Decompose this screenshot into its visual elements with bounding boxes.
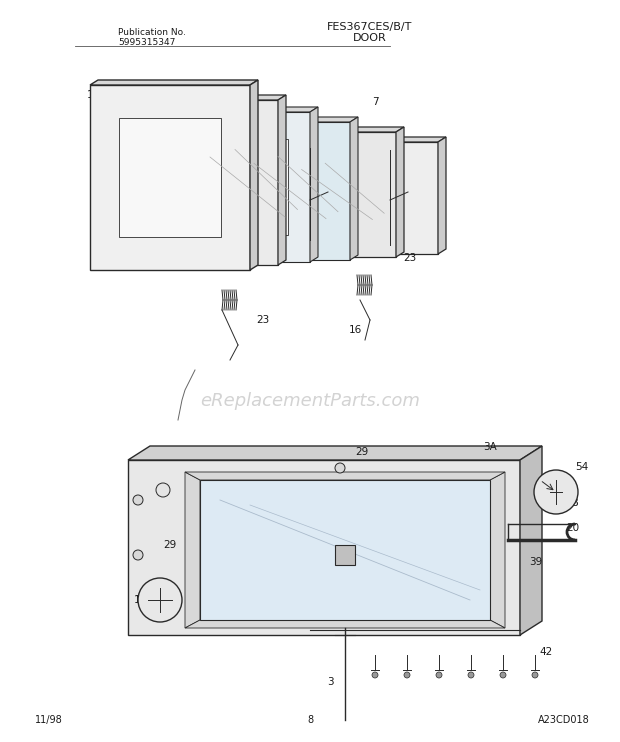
Text: 8: 8	[307, 715, 313, 725]
Circle shape	[335, 463, 345, 473]
Text: 20: 20	[567, 523, 580, 533]
Polygon shape	[328, 142, 438, 254]
Polygon shape	[520, 446, 542, 635]
Text: 23: 23	[257, 315, 270, 325]
Polygon shape	[208, 139, 288, 235]
Polygon shape	[185, 620, 505, 628]
Polygon shape	[163, 130, 253, 235]
Polygon shape	[128, 460, 520, 635]
Polygon shape	[200, 480, 490, 620]
Text: 31: 31	[221, 83, 234, 93]
Text: 9: 9	[160, 83, 166, 93]
Polygon shape	[90, 80, 258, 85]
Text: 29: 29	[164, 540, 177, 550]
Polygon shape	[328, 137, 446, 142]
Polygon shape	[230, 117, 358, 122]
Circle shape	[534, 470, 578, 514]
Text: 9: 9	[485, 523, 491, 533]
Text: 23: 23	[404, 253, 417, 263]
Text: A23CD018: A23CD018	[538, 715, 590, 725]
Circle shape	[500, 672, 506, 678]
Circle shape	[133, 550, 143, 560]
Polygon shape	[490, 472, 505, 628]
Text: 3B: 3B	[565, 498, 579, 508]
Text: 42: 42	[539, 647, 552, 657]
Text: 17: 17	[386, 187, 400, 197]
Text: 12: 12	[86, 90, 100, 100]
Polygon shape	[350, 117, 358, 260]
Circle shape	[156, 483, 170, 497]
Polygon shape	[278, 132, 396, 257]
Circle shape	[372, 672, 378, 678]
Text: 10: 10	[133, 595, 146, 605]
Circle shape	[532, 672, 538, 678]
Polygon shape	[230, 122, 350, 260]
Polygon shape	[438, 137, 446, 254]
Polygon shape	[119, 118, 221, 237]
Text: 1: 1	[219, 537, 225, 547]
Text: 5995315347: 5995315347	[118, 38, 175, 47]
Circle shape	[133, 495, 143, 505]
Text: 4: 4	[487, 500, 494, 510]
Polygon shape	[310, 107, 318, 262]
Text: 16: 16	[348, 325, 361, 335]
Text: eReplacementParts.com: eReplacementParts.com	[200, 392, 420, 410]
Text: 3: 3	[327, 677, 334, 687]
Polygon shape	[278, 127, 404, 132]
Text: Publication No.: Publication No.	[118, 28, 186, 37]
Polygon shape	[90, 85, 250, 270]
Polygon shape	[138, 95, 286, 100]
Text: DOOR: DOOR	[353, 33, 387, 43]
Text: 7: 7	[371, 97, 378, 107]
Polygon shape	[185, 472, 200, 628]
Polygon shape	[185, 472, 505, 480]
Polygon shape	[278, 95, 286, 265]
Text: 3A: 3A	[483, 442, 497, 452]
Polygon shape	[185, 107, 318, 112]
Polygon shape	[250, 80, 258, 270]
Circle shape	[404, 672, 410, 678]
Text: FES367CES/B/T: FES367CES/B/T	[327, 22, 413, 32]
Circle shape	[138, 578, 182, 622]
Text: 20: 20	[368, 615, 381, 625]
FancyBboxPatch shape	[335, 545, 355, 565]
Text: 39: 39	[529, 557, 542, 567]
Text: 29: 29	[355, 447, 369, 457]
Circle shape	[468, 672, 474, 678]
Circle shape	[436, 672, 442, 678]
Text: 54: 54	[575, 462, 588, 472]
Text: 18: 18	[104, 170, 117, 180]
Polygon shape	[185, 112, 310, 262]
Polygon shape	[128, 446, 542, 460]
Text: 11/98: 11/98	[35, 715, 63, 725]
Polygon shape	[396, 127, 404, 257]
Text: 16: 16	[348, 170, 361, 180]
Polygon shape	[138, 100, 278, 265]
